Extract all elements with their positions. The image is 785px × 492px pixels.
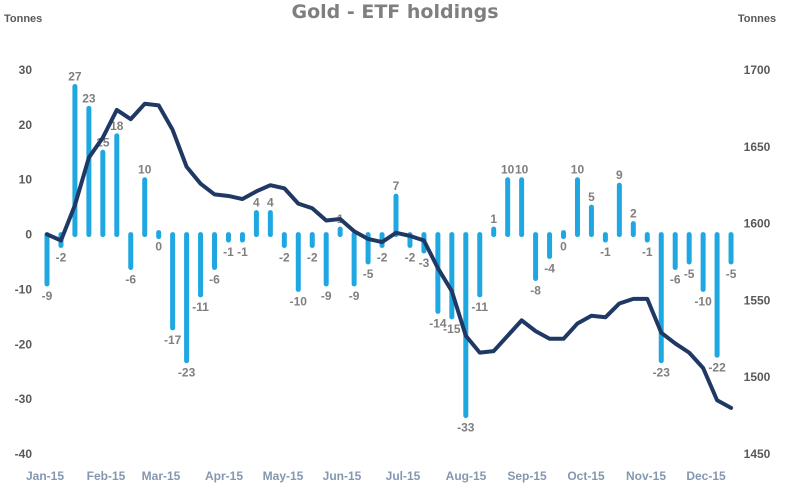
bar-data-label: 2 [630, 207, 637, 221]
left-axis-unit: Tonnes [4, 13, 42, 25]
bar-data-label: -11 [471, 300, 488, 314]
right-tick-label: 1550 [744, 293, 771, 307]
right-tick-label: 1450 [744, 447, 771, 461]
bar-data-label: -8 [530, 283, 541, 297]
x-tick-label: Apr-15 [205, 469, 243, 483]
bar-data-label: 10 [501, 163, 515, 177]
bar-data-label: -2 [56, 251, 67, 265]
bar-data-label: 0 [560, 240, 567, 254]
left-tick-label: -20 [15, 337, 33, 351]
left-tick-label: 30 [19, 63, 33, 77]
bar-data-label: 10 [138, 163, 152, 177]
left-tick-label: 10 [19, 173, 33, 187]
x-tick-label: Oct-15 [567, 469, 605, 483]
right-tick-label: 1650 [744, 140, 771, 154]
holdings-line [45, 101, 734, 410]
x-axis-ticks: Jan-15 Feb-15 Mar-15 Apr-15 May-15 Jun-15 Jul-… [26, 469, 726, 483]
x-tick-label: Jul-15 [386, 469, 421, 483]
bar-data-label: -1 [237, 245, 248, 259]
left-tick-label: 0 [25, 228, 32, 242]
right-tick-label: 1500 [744, 370, 771, 384]
bar-data-label: 5 [588, 190, 595, 204]
line-series [45, 101, 734, 410]
bar-data-label: -5 [684, 267, 695, 281]
bar-data-label: 9 [616, 168, 623, 182]
x-tick-label: Jan-15 [26, 469, 64, 483]
bar-data-label: -5 [363, 267, 374, 281]
right-tick-label: 1700 [744, 63, 771, 77]
bar-data-label: -2 [279, 251, 290, 265]
right-axis-unit: Tonnes [738, 13, 776, 25]
left-axis-ticks: 30 20 10 0 -10 -20 -30 -40 [15, 63, 33, 461]
left-tick-label: -30 [15, 392, 33, 406]
bar-series [44, 83, 734, 419]
bar-data-label: -33 [457, 421, 475, 435]
bar-data-label: -11 [192, 300, 209, 314]
bar-data-label: -10 [694, 294, 712, 308]
bar-data-label: -9 [42, 289, 53, 303]
bar-data-label: -6 [209, 272, 220, 286]
bar-data-label: -1 [642, 245, 653, 259]
bar-data-label: -22 [708, 360, 726, 374]
bar-data-label: -14 [429, 316, 447, 330]
bar-data-label: -6 [670, 272, 681, 286]
bar-data-label: 1 [490, 212, 497, 226]
x-tick-label: Nov-15 [626, 469, 666, 483]
x-tick-label: Jun-15 [323, 469, 362, 483]
bar-data-label: -9 [349, 289, 360, 303]
bar-data-label: -3 [419, 256, 430, 270]
bar-data-label: -2 [405, 251, 416, 265]
bar-data-label: -17 [164, 333, 182, 347]
bar-data-label: -9 [321, 289, 332, 303]
bar-data-label: 10 [571, 163, 585, 177]
right-axis-ticks: 1700 1650 1600 1550 1500 1450 [744, 63, 771, 461]
bar-data-label: -15 [443, 322, 461, 336]
left-tick-label: -10 [15, 282, 33, 296]
bar-data-label: -23 [653, 366, 671, 380]
bar-data-label: -4 [544, 262, 555, 276]
x-tick-label: Mar-15 [142, 469, 181, 483]
bar-data-label: -23 [178, 366, 196, 380]
bar-data-label: 18 [110, 119, 124, 133]
bar-data-label: 0 [155, 240, 162, 254]
bar-data-label: -1 [600, 245, 611, 259]
x-tick-label: Dec-15 [686, 469, 726, 483]
chart-title: Gold - ETF holdings [291, 1, 498, 23]
bar-data-label: -10 [290, 294, 308, 308]
bar-data-label: -2 [307, 251, 318, 265]
left-tick-label: 20 [19, 118, 33, 132]
x-tick-label: Sep-15 [507, 469, 547, 483]
bar-data-label: -1 [223, 245, 234, 259]
left-tick-label: -40 [15, 447, 33, 461]
bar-data-label: -5 [726, 267, 737, 281]
bar-data-label: 23 [82, 91, 96, 105]
bar-data-label: 10 [515, 163, 529, 177]
x-tick-label: Feb-15 [87, 469, 126, 483]
bar-data-label: 4 [253, 196, 260, 210]
right-tick-label: 1600 [744, 217, 771, 231]
bar-data-label: 27 [68, 69, 82, 83]
x-tick-label: May-15 [263, 469, 304, 483]
bar-data-label: -2 [377, 251, 388, 265]
bar-data-label: -6 [125, 272, 136, 286]
bar-data-label: 7 [393, 179, 400, 193]
bar-data-label: 4 [267, 196, 274, 210]
x-tick-label: Aug-15 [446, 469, 487, 483]
